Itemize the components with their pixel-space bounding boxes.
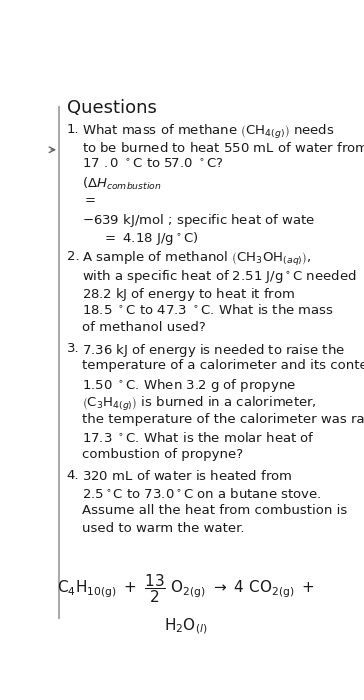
Text: $1.50\ ^\circ\mathrm{C}$. When $3.2\ \mathrm{g}$ of propyne: $1.50\ ^\circ\mathrm{C}$. When $3.2\ \ma… [82, 377, 296, 394]
Text: Questions: Questions [67, 99, 157, 117]
Text: the temperature of the calorimeter was rais: the temperature of the calorimeter was r… [82, 413, 364, 426]
Text: temperature of a calorimeter and its conten: temperature of a calorimeter and its con… [82, 359, 364, 372]
Text: used to warm the water.: used to warm the water. [82, 522, 245, 535]
Text: $=$: $=$ [82, 193, 96, 205]
Text: $-639\ \mathrm{kJ/mol}$ ; specific heat of wate: $-639\ \mathrm{kJ/mol}$ ; specific heat … [82, 211, 316, 229]
Text: A sample of methanol $\left(\mathrm{CH_3OH}_{(aq)}\right)$,: A sample of methanol $\left(\mathrm{CH_3… [82, 250, 312, 268]
Text: 4.: 4. [67, 469, 79, 482]
Text: with a specific heat of $2.51\ \mathrm{J/g}^\circ\mathrm{C}$ needed: with a specific heat of $2.51\ \mathrm{J… [82, 268, 357, 285]
Text: $28.2\ \mathrm{kJ}$ of energy to heat it from: $28.2\ \mathrm{kJ}$ of energy to heat it… [82, 286, 295, 302]
Text: 1.: 1. [67, 122, 79, 136]
Text: What mass of methane $\left(\mathrm{CH}_{4(g)}\right)$ needs: What mass of methane $\left(\mathrm{CH}_… [82, 122, 335, 141]
Text: $(\Delta H_{\mathit{combustion}}$: $(\Delta H_{\mathit{combustion}}$ [82, 176, 162, 193]
Text: $17.3\ ^\circ\mathrm{C}$. What is the molar heat of: $17.3\ ^\circ\mathrm{C}$. What is the mo… [82, 430, 315, 444]
Text: Assume all the heat from combustion is: Assume all the heat from combustion is [82, 504, 347, 517]
Text: $\left(\mathrm{C_3H}_{4(g)}\right)$ is burned in a calorimeter,: $\left(\mathrm{C_3H}_{4(g)}\right)$ is b… [82, 395, 317, 413]
Text: to be burned to heat $550\ \mathrm{mL}$ of water from: to be burned to heat $550\ \mathrm{mL}$ … [82, 141, 364, 155]
Text: 2.: 2. [67, 250, 79, 263]
Text: $=\ 4.18\ \mathrm{J/g}^\circ\mathrm{C})$: $=\ 4.18\ \mathrm{J/g}^\circ\mathrm{C})$ [102, 230, 198, 246]
Text: $18.5\ ^\circ\mathrm{C}$ to $47.3\ ^\circ\mathrm{C}$. What is the mass: $18.5\ ^\circ\mathrm{C}$ to $47.3\ ^\cir… [82, 303, 334, 317]
Text: of methanol used?: of methanol used? [82, 321, 206, 334]
Text: $\mathrm{H_2O}_{(l)}$: $\mathrm{H_2O}_{(l)}$ [164, 617, 207, 636]
Text: $2.5^\circ\mathrm{C}$ to $73.0^\circ\mathrm{C}$ on a butane stove.: $2.5^\circ\mathrm{C}$ to $73.0^\circ\mat… [82, 486, 322, 500]
Text: 3.: 3. [67, 342, 79, 355]
Text: combustion of propyne?: combustion of propyne? [82, 448, 243, 461]
Text: $\mathrm{C_4H_{10(g)}}\ +\ \dfrac{13}{2}\ \mathrm{O_{2(g)}}\ \rightarrow\ 4\ \ma: $\mathrm{C_4H_{10(g)}}\ +\ \dfrac{13}{2}… [57, 572, 314, 605]
Text: $7.36\ \mathrm{kJ}$ of energy is needed to raise the: $7.36\ \mathrm{kJ}$ of energy is needed … [82, 342, 345, 358]
Text: $320\ \mathrm{mL}$ of water is heated from: $320\ \mathrm{mL}$ of water is heated fr… [82, 469, 293, 483]
Text: $17\ .0\ ^\circ\mathrm{C}$ to $57.0\ ^\circ\mathrm{C}$?: $17\ .0\ ^\circ\mathrm{C}$ to $57.0\ ^\c… [82, 158, 224, 172]
